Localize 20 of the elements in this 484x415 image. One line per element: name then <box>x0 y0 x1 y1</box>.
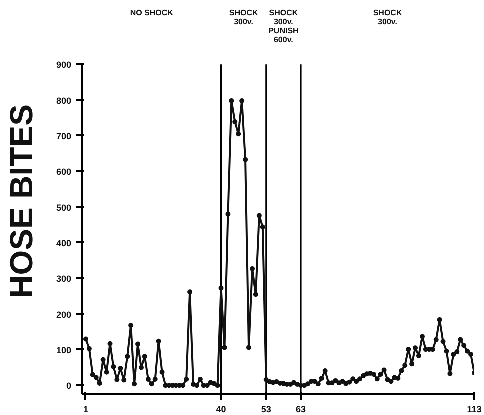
y-tick-label: 100 <box>56 345 72 356</box>
x-tick-label: 53 <box>261 404 272 414</box>
x-tick-label: 113 <box>467 404 482 414</box>
y-tick-label: 500 <box>56 202 72 213</box>
y-tick-label: 700 <box>56 131 72 142</box>
y-tick-label: 300 <box>56 274 72 284</box>
text: SHOCK 300v. <box>229 8 258 26</box>
y-tick-label: 400 <box>56 238 72 248</box>
x-tick-label: 40 <box>216 404 226 414</box>
x-tick-label: 63 <box>296 404 306 414</box>
x-tick-label: 1 <box>83 404 88 414</box>
y-tick-label: 600 <box>56 167 72 178</box>
text: SHOCK 300v. PUNISH 600v. <box>268 8 300 44</box>
text: NO SHOCK <box>130 8 174 18</box>
y-tick-label: 800 <box>56 96 72 106</box>
text: SHOCK 300v. <box>373 8 402 26</box>
y-tick-label: 900 <box>56 60 72 70</box>
y-tick-label: 0 <box>66 381 72 392</box>
y-tick-label: 200 <box>56 310 72 320</box>
y-axis-title: HOSE BITES <box>3 104 40 298</box>
